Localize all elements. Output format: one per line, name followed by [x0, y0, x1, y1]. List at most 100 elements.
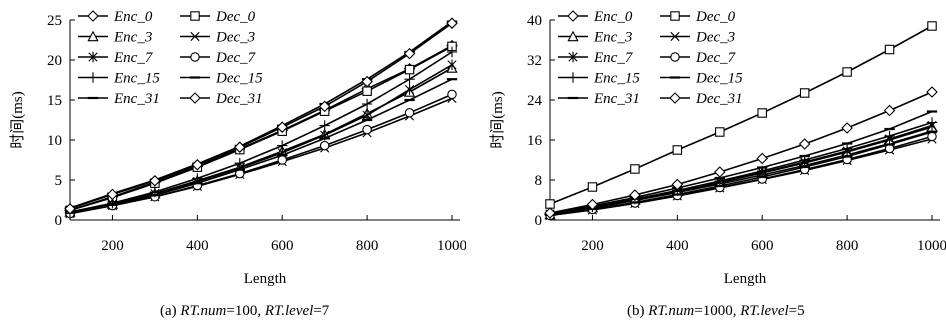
data-point-enc-15 — [841, 143, 853, 154]
series-line-enc-15 — [549, 121, 933, 215]
series-line-dec-31 — [69, 22, 453, 210]
legend-item-dec-0: Dec_0 — [180, 9, 256, 25]
legend-item-enc-0: Enc_0 — [558, 9, 633, 25]
legend-item-enc-31: Enc_31 — [78, 91, 160, 107]
legend-marker — [670, 52, 680, 62]
legend-label: Dec_31 — [695, 91, 743, 107]
legend-label: Dec_31 — [215, 91, 263, 107]
legend-label: Dec_3 — [695, 30, 735, 46]
series-dec-7 — [65, 89, 457, 219]
legend: Enc_0 Dec_0 Enc_3 Dec_3 Enc_7 Dec_7 Enc_15 Dec_… — [558, 9, 743, 107]
series-line-dec-7 — [69, 93, 453, 215]
caption-level-value: =7 — [313, 303, 330, 319]
data-point-dec-7 — [319, 140, 330, 151]
legend-label: Enc_31 — [113, 91, 160, 107]
data-point-dec-31 — [756, 152, 768, 165]
legend-item-dec-3: Dec_3 — [180, 30, 255, 46]
series-line-enc-31 — [549, 110, 933, 215]
legend-label: Enc_3 — [113, 30, 152, 46]
data-point-dec-0 — [404, 64, 415, 75]
y-tick-label: 5 — [55, 173, 63, 189]
legend-item-dec-31: Dec_31 — [180, 91, 263, 107]
legend-item-enc-7: Enc_7 — [558, 50, 634, 66]
series-dec-31 — [544, 86, 938, 219]
x-tick-label: 400 — [186, 238, 209, 254]
series-dec-15 — [544, 130, 938, 217]
data-point-enc-15 — [234, 158, 245, 169]
legend-label: Enc_15 — [593, 71, 640, 87]
data-point-dec-0 — [630, 164, 640, 174]
series-line-dec-0 — [69, 45, 453, 212]
data-point-dec-31 — [318, 100, 331, 113]
y-tick-label: 10 — [47, 133, 62, 149]
chart-b-plot: 0 8 16 24 32 40 200 400 600 800 1000 Length 时间(ms) En… — [489, 9, 946, 287]
legend-marker — [190, 11, 200, 21]
legend-label: Enc_15 — [113, 71, 160, 87]
data-point-dec-0 — [715, 127, 725, 137]
legend-label: Dec_3 — [215, 30, 255, 46]
legend-item-dec-3: Dec_3 — [660, 30, 735, 46]
data-point-dec-31 — [234, 141, 246, 153]
y-tick-label: 32 — [527, 53, 542, 69]
caption-num-key: RT.num — [648, 303, 695, 319]
data-point-dec-0 — [842, 67, 852, 77]
legend-label: Dec_7 — [695, 50, 737, 66]
legend-item-enc-31: Enc_31 — [558, 91, 640, 107]
legend-marker — [670, 31, 680, 42]
legend-marker — [567, 30, 579, 42]
data-point-dec-31 — [798, 138, 811, 150]
chart-b: 0 8 16 24 32 40 200 400 600 800 1000 Length 时间(ms) En… — [480, 0, 946, 305]
data-point-dec-31 — [586, 198, 599, 211]
caption-level-value: =5 — [788, 303, 805, 319]
chart-a-caption: (a) RT.num=100, RT.level=7 — [160, 303, 329, 320]
legend-marker — [669, 92, 681, 104]
caption-level-key: RT.level — [264, 303, 314, 319]
data-point-enc-15 — [277, 140, 288, 151]
legend-label: Enc_3 — [593, 30, 632, 46]
data-point-enc-15 — [319, 120, 330, 131]
x-tick-label: 600 — [271, 238, 294, 254]
legend-item-enc-3: Enc_3 — [558, 30, 632, 46]
y-tick-label: 0 — [535, 213, 543, 229]
data-point-dec-0 — [799, 88, 810, 98]
data-point-dec-7 — [362, 124, 372, 135]
legend-item-enc-15: Enc_15 — [78, 71, 160, 87]
y-tick-label: 15 — [47, 93, 62, 109]
chart-b-caption: (b) RT.num=1000, RT.level=5 — [627, 303, 805, 320]
x-tick-label: 600 — [751, 238, 774, 254]
legend-item-enc-15: Enc_15 — [558, 71, 640, 87]
data-point-dec-31 — [926, 86, 938, 98]
data-point-enc-15 — [361, 98, 373, 110]
legend-label: Dec_7 — [215, 50, 257, 66]
y-tick-label: 8 — [535, 173, 543, 189]
series-dec-31 — [64, 17, 458, 215]
legend: Enc_0 Dec_0 Enc_3 Dec_3 Enc_7 Dec_7 Enc_15 Dec_… — [78, 9, 263, 107]
legend-marker — [87, 30, 99, 42]
legend-label: Enc_31 — [593, 91, 640, 107]
data-point-dec-0 — [927, 21, 937, 31]
data-point-dec-0 — [672, 145, 683, 155]
legend-item-enc-0: Enc_0 — [78, 9, 153, 25]
y-tick-label: 24 — [527, 93, 543, 109]
caption-level-key: RT.level — [740, 303, 789, 319]
data-point-dec-31 — [149, 175, 161, 187]
data-point-dec-7 — [447, 89, 457, 100]
caption-num-key: RT.num — [180, 303, 227, 319]
legend-label: Dec_15 — [215, 71, 263, 87]
data-point-dec-0 — [362, 86, 372, 96]
series-line-enc-7 — [69, 64, 453, 213]
y-axis-label: 时间(ms) — [9, 91, 26, 149]
data-point-dec-31 — [841, 122, 853, 134]
x-axis-label: Length — [244, 271, 287, 287]
legend-label: Dec_15 — [695, 71, 743, 87]
data-point-dec-7 — [277, 155, 287, 165]
legend-marker — [568, 51, 578, 63]
legend-label: Enc_0 — [593, 9, 633, 25]
caption-num-value: =100, — [226, 303, 265, 319]
x-tick-label: 1000 — [917, 238, 946, 254]
legend-marker — [189, 92, 201, 104]
caption-prefix: (b) — [627, 303, 649, 319]
data-point-dec-31 — [64, 203, 76, 215]
x-tick-label: 800 — [836, 238, 859, 254]
chart-a: 0 5 10 15 20 25 200 400 600 800 1000 Length 时间(ms) En… — [0, 0, 467, 305]
